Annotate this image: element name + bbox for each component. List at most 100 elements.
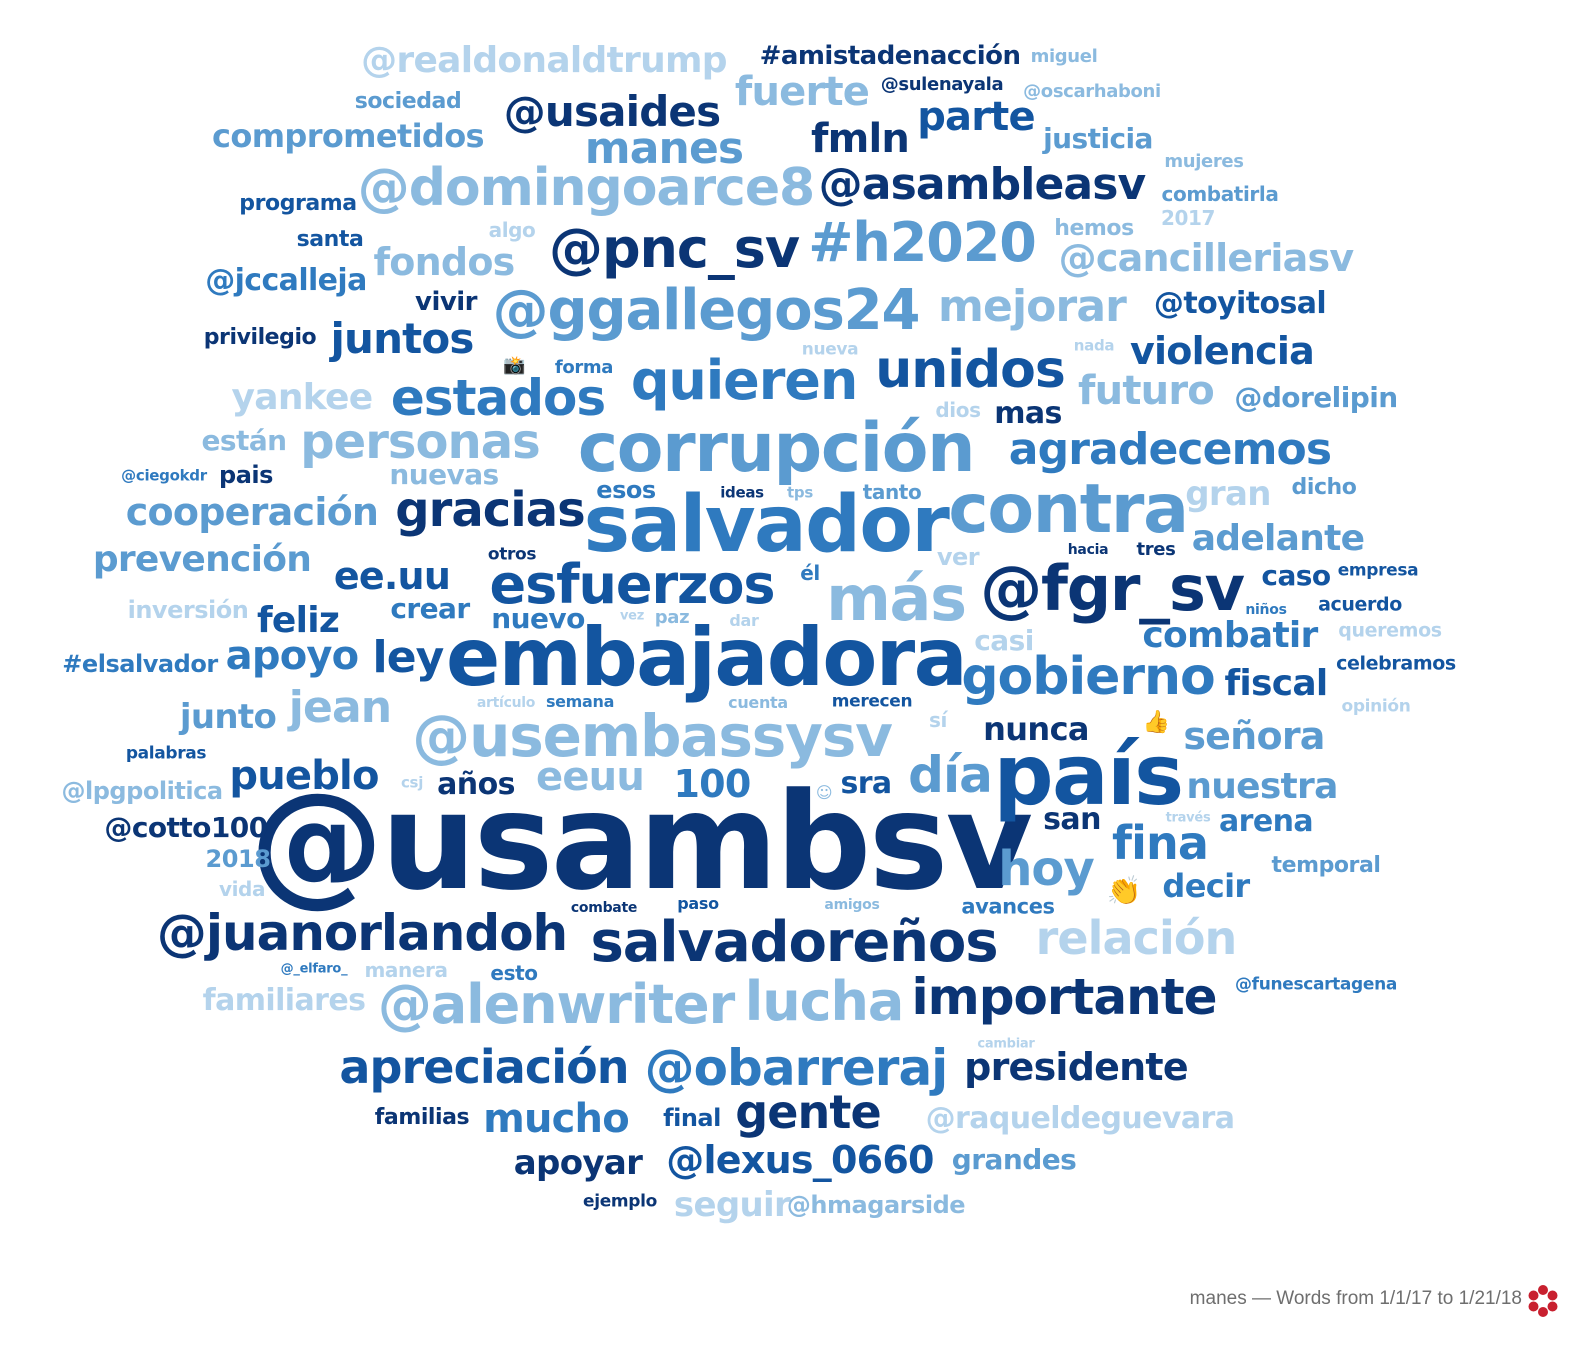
cloud-word: ee.uu xyxy=(333,554,451,598)
cloud-word: años xyxy=(437,767,515,802)
cloud-word: junto xyxy=(179,697,277,737)
thumbs-up-icon: 👍 xyxy=(1142,710,1170,735)
cloud-word: prevención xyxy=(92,539,312,580)
cloud-word: jean xyxy=(288,682,392,733)
cloud-word: mujeres xyxy=(1164,151,1244,172)
cloud-word: forma xyxy=(554,357,614,378)
cloud-word: relación xyxy=(1035,911,1238,965)
cloud-word: ver xyxy=(936,543,980,571)
cloud-word: él xyxy=(800,561,820,585)
cloud-word: inversión xyxy=(127,596,249,624)
cloud-word: seguir xyxy=(673,1185,791,1225)
cloud-word: otros xyxy=(487,544,537,565)
cloud-word: tanto xyxy=(862,480,922,504)
cloud-word: san xyxy=(1043,802,1101,837)
cloud-word: adelante xyxy=(1191,518,1365,559)
cloud-word: acuerdo xyxy=(1318,593,1402,616)
cloud-word: contra xyxy=(948,470,1189,549)
cloud-word: paz xyxy=(654,607,690,628)
cloud-word: @hmagarside xyxy=(786,1191,966,1219)
cloud-word: manes xyxy=(584,123,744,174)
cloud-word: arena xyxy=(1219,804,1314,839)
cloud-word: juntos xyxy=(330,314,474,363)
cloud-word: dios xyxy=(935,398,981,422)
cloud-word: hemos xyxy=(1054,216,1134,241)
cloud-word: semana xyxy=(545,692,615,711)
cloud-word: @alenwriter xyxy=(377,973,735,1036)
cloud-word: empresa xyxy=(1337,560,1419,581)
cloud-word: personas xyxy=(300,414,541,470)
cloud-word: salvador xyxy=(583,480,950,570)
cloud-word: esos xyxy=(596,476,656,504)
footer-caption: manes — Words from 1/1/17 to 1/21/18 xyxy=(1189,1288,1522,1309)
cloud-word: @juanorlandoh xyxy=(156,904,568,962)
cloud-word: paso xyxy=(677,894,719,913)
cloud-word: nuestra xyxy=(1186,766,1338,807)
cloud-word: fuerte xyxy=(734,69,870,115)
cloud-word: @lpgpolitica xyxy=(61,777,223,805)
cloud-word: apoyar xyxy=(513,1143,643,1183)
cloud-word: nunca xyxy=(983,710,1089,748)
cloud-word: decir xyxy=(1162,867,1250,905)
cloud-word: palabras xyxy=(125,743,207,764)
cloud-word: hoy xyxy=(998,841,1095,897)
cloud-word: @usembassysv xyxy=(412,702,893,770)
cloud-word: sociedad xyxy=(354,89,462,114)
cloud-word: nada xyxy=(1073,336,1115,355)
cloud-word: artículo xyxy=(476,695,536,711)
cloud-word: unidos xyxy=(875,340,1066,400)
cloud-word: @cancilleriasv xyxy=(1058,236,1355,280)
cloud-word: nuevas xyxy=(389,458,499,491)
cloud-word: combatirla xyxy=(1161,182,1279,206)
cloud-word: ley xyxy=(372,632,445,683)
cloud-word: @asambleasv xyxy=(818,159,1147,210)
cloud-word: privilegio xyxy=(203,325,317,350)
cloud-word: final xyxy=(663,1104,721,1132)
cloud-word: miguel xyxy=(1030,46,1098,67)
cloud-word: 2017 xyxy=(1160,206,1216,230)
cloud-word: corrupción xyxy=(577,409,976,488)
cloud-word: importante xyxy=(911,968,1217,1026)
cloud-word: nuevo xyxy=(491,602,585,635)
cloud-word: queremos xyxy=(1338,619,1442,642)
cloud-word: @sulenayala xyxy=(880,74,1004,95)
cloud-word: #elsalvador xyxy=(62,650,218,678)
cloud-word: justicia xyxy=(1043,122,1153,155)
cloud-word: fiscal xyxy=(1224,663,1328,704)
cloud-word: fmln xyxy=(810,116,910,162)
cloud-word: yankee xyxy=(231,377,374,418)
cloud-word: merecen xyxy=(831,691,913,712)
cloud-word: parte xyxy=(917,94,1035,140)
cloud-word: temporal xyxy=(1271,853,1381,878)
cloud-word: ejemplo xyxy=(583,1191,657,1212)
cloud-word: 100 xyxy=(673,762,751,806)
cloud-word: fondos xyxy=(373,240,515,284)
cloud-word: apoyo xyxy=(225,633,359,679)
cloud-word: feliz xyxy=(256,600,340,641)
cloud-word: embajadora xyxy=(446,611,968,704)
cloud-word: están xyxy=(201,424,287,457)
cloud-word: gente xyxy=(735,1085,881,1139)
cloud-word: @usaides xyxy=(503,87,721,136)
cloud-word: programa xyxy=(239,191,357,216)
cloud-word: vez xyxy=(619,608,645,624)
cloud-word: lucha xyxy=(744,970,905,1033)
cloud-word: pais xyxy=(219,461,273,489)
cloud-word: día xyxy=(908,746,993,804)
cloud-word: apreciación xyxy=(339,1040,629,1094)
cloud-word: casi xyxy=(974,624,1034,657)
cloud-word: @toyitosal xyxy=(1153,286,1327,321)
cloud-word: cambiar xyxy=(977,1036,1035,1052)
cloud-word: grandes xyxy=(951,1143,1077,1176)
cloud-word: @usambsv xyxy=(249,764,1033,920)
cloud-word: cuenta xyxy=(728,693,788,712)
cloud-word: agradecemos xyxy=(1008,424,1332,475)
cloud-word: 2018 xyxy=(205,845,271,873)
cloud-word: presidente xyxy=(964,1045,1188,1089)
cloud-word: santa xyxy=(296,227,364,252)
cloud-word: combate xyxy=(570,900,638,916)
cloud-word: vivir xyxy=(415,287,477,317)
cloud-word: cooperación xyxy=(125,490,379,534)
cloud-word: #h2020 xyxy=(808,211,1037,274)
cloud-word: @ggallegos24 xyxy=(492,278,921,343)
